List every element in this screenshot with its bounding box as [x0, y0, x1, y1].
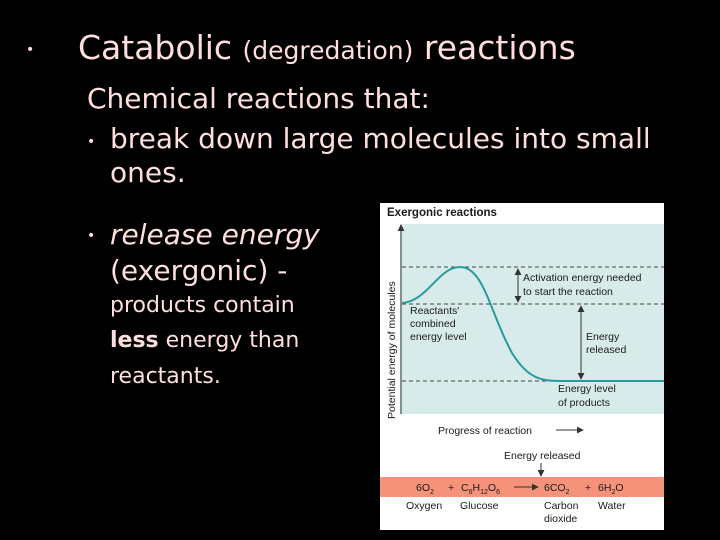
glucose-c-sub: 6 — [469, 489, 473, 496]
exergonic-diagram: Exergonic reactions Potential energy of … — [380, 207, 664, 525]
y-axis-label: Potential energy of molecules — [386, 281, 398, 419]
equation-plus-2: + — [585, 482, 591, 494]
glucose-o-sub: 6 — [496, 489, 500, 496]
equation-water: 6H2O — [598, 482, 624, 496]
bullet-2-line-3: products contain — [110, 293, 295, 318]
title-parenthetical: (degredation) — [242, 36, 414, 65]
energy-released-label-1: Energy — [586, 331, 620, 343]
slide-title: Catabolic (degredation) reactions — [78, 28, 576, 67]
h2o-sub: 2 — [611, 489, 615, 496]
bullet-2-less: less — [110, 328, 159, 353]
reactants-label-2: combined — [410, 318, 456, 330]
bullet-2-line-4-rest: energy than — [158, 328, 300, 353]
name-oxygen: Oxygen — [406, 500, 442, 512]
activation-label-2: to start the reaction — [523, 286, 613, 298]
co2-coef: 6CO — [544, 482, 566, 494]
equation-oxygen: 6O2 — [416, 482, 434, 496]
activation-label-1: Activation energy needed — [523, 272, 642, 284]
glucose-h-sub: 12 — [480, 489, 488, 496]
bullet-2-line-4: less energy than — [110, 328, 299, 353]
equation-glucose: C6H12O6 — [461, 482, 500, 496]
bullet-2-line-5: reactants. — [110, 364, 221, 389]
reactants-label-1: Reactants' — [410, 305, 459, 317]
energy-released-label-2: released — [586, 344, 626, 356]
title-reactions: reactions — [423, 28, 576, 67]
glucose-h: H — [473, 482, 481, 494]
bullet-2-line-2: (exergonic) - — [110, 254, 288, 287]
title-bullet: • — [26, 42, 35, 58]
intro-text: Chemical reactions that: — [87, 82, 430, 115]
name-carbon: Carbon — [544, 500, 579, 512]
title-main: Catabolic — [78, 28, 233, 67]
h2o-o: O — [615, 482, 623, 494]
equation-plus-1: + — [448, 482, 454, 494]
o2-coef: 6O — [416, 482, 430, 494]
bullet-1-line-1: break down large molecules into small — [110, 122, 651, 155]
bullet-1-glyph: • — [87, 134, 96, 150]
bullet-2-glyph: • — [87, 228, 96, 244]
h2o-h: 6H — [598, 482, 611, 494]
name-water: Water — [598, 500, 626, 512]
plot-background — [400, 224, 664, 414]
bullet-1-line-2: ones. — [110, 156, 186, 189]
glucose-o: O — [488, 482, 496, 494]
x-axis-label: Progress of reaction — [438, 425, 532, 437]
name-glucose: Glucose — [460, 500, 499, 512]
bullet-2-line-1: release energy — [110, 218, 320, 251]
products-label-1: Energy level — [558, 383, 616, 395]
reactants-label-3: energy level — [410, 331, 467, 343]
figure-title: Exergonic reactions — [387, 207, 497, 219]
co2-sub: 2 — [566, 489, 570, 496]
exergonic-figure: Exergonic reactions Potential energy of … — [380, 203, 664, 530]
o2-sub: 2 — [430, 489, 434, 496]
bottom-energy-released-label: Energy released — [504, 450, 581, 462]
glucose-c: C — [461, 482, 469, 494]
energy-curve — [401, 265, 664, 382]
equation-co2: 6CO2 — [544, 482, 570, 496]
name-dioxide: dioxide — [544, 513, 577, 525]
products-label-2: of products — [558, 397, 610, 409]
